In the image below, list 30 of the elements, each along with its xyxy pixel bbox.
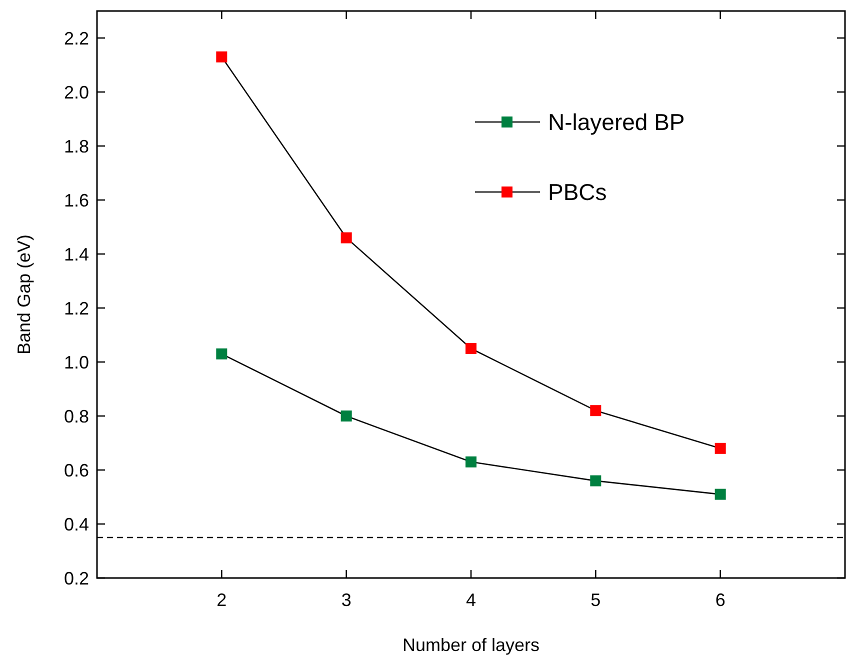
x-tick-label: 4: [466, 590, 476, 610]
y-axis-title: Band Gap (eV): [14, 234, 34, 355]
x-tick-label: 5: [590, 590, 601, 610]
y-tick-label: 1.2: [64, 298, 89, 318]
point: [216, 348, 228, 360]
point: [714, 488, 726, 500]
y-tick-label: 2.0: [64, 82, 89, 102]
y-tick-label: 0.8: [64, 406, 89, 426]
y-tick-label: 1.6: [64, 190, 89, 210]
x-tick-label: 2: [216, 590, 227, 610]
y-tick-label: 0.4: [64, 514, 89, 534]
point: [590, 405, 602, 416]
y-tick-label: 0.2: [64, 568, 89, 588]
point: [466, 456, 476, 468]
point: [340, 232, 352, 244]
y-tick-label: 1.4: [64, 244, 89, 264]
legend-label: PBCs: [548, 179, 607, 206]
x-axis-title: Number of layers: [402, 635, 540, 655]
legend-label: N-layered BP: [548, 109, 685, 136]
y-tick-label: 2.2: [64, 28, 89, 48]
y-tick-label: 0.6: [64, 460, 89, 480]
point: [714, 442, 726, 454]
y-tick-label: 1.0: [64, 352, 89, 372]
x-tick-label: 3: [341, 590, 352, 610]
x-tick-label: 6: [715, 590, 726, 610]
point: [340, 410, 352, 422]
y-tick-label: 1.8: [64, 136, 89, 156]
point: [590, 475, 602, 486]
point: [216, 51, 228, 62]
point: [466, 343, 476, 354]
